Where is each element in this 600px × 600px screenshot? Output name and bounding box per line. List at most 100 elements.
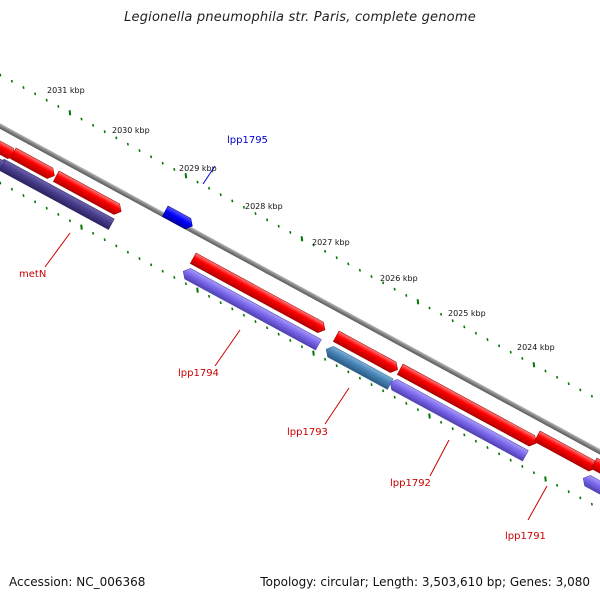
minor-tick	[579, 388, 582, 392]
minor-tick	[463, 433, 466, 437]
minor-tick	[370, 383, 373, 386]
major-tick	[416, 299, 420, 305]
minor-tick	[138, 149, 141, 152]
gene-feature[interactable]	[9, 147, 57, 181]
minor-tick	[486, 446, 489, 449]
tick-label: 2029 kbp	[179, 164, 217, 173]
gene-label-metN[interactable]: metN	[19, 269, 46, 280]
minor-tick	[347, 262, 350, 266]
minor-tick	[150, 263, 153, 267]
minor-tick	[440, 420, 443, 424]
minor-tick	[266, 326, 269, 330]
gene-label-lpp1795[interactable]: lpp1795	[227, 135, 268, 146]
minor-tick	[312, 243, 315, 247]
minor-tick	[231, 199, 234, 203]
gene-feature[interactable]	[323, 344, 394, 390]
minor-tick	[405, 402, 408, 405]
minor-tick	[115, 244, 118, 248]
minor-tick	[103, 130, 106, 134]
minor-tick	[173, 168, 176, 171]
gene-feature[interactable]	[52, 170, 124, 217]
minor-tick	[219, 193, 222, 197]
tick-label: 2025 kbp	[448, 309, 486, 318]
minor-tick	[34, 92, 37, 96]
minor-tick	[451, 319, 454, 323]
minor-tick	[324, 357, 327, 361]
minor-tick	[451, 427, 454, 431]
gene-feature[interactable]	[0, 148, 5, 173]
minor-tick	[440, 312, 443, 316]
minor-tick	[242, 205, 245, 209]
minor-tick	[556, 375, 559, 379]
minor-tick	[231, 307, 234, 311]
minor-tick	[266, 218, 269, 222]
minor-tick	[358, 268, 361, 272]
minor-tick	[382, 389, 385, 393]
gene-feature[interactable]	[387, 377, 529, 462]
minor-tick	[405, 294, 408, 297]
minor-tick	[498, 344, 501, 348]
minor-tick	[45, 98, 48, 102]
gene-feature-lpp1795[interactable]	[161, 205, 195, 231]
minor-tick	[57, 213, 60, 216]
gene-label-lpp1792[interactable]: lpp1792	[390, 478, 431, 489]
minor-tick	[289, 231, 292, 234]
gene-feature[interactable]	[590, 457, 600, 484]
minor-tick	[45, 206, 48, 210]
gene-feature[interactable]	[0, 157, 115, 230]
tick-label: 2030 kbp	[112, 126, 150, 135]
gene-feature[interactable]	[189, 252, 328, 335]
minor-tick	[115, 136, 118, 140]
leader-line	[214, 329, 241, 367]
gene-label-lpp1791[interactable]: lpp1791	[505, 531, 546, 542]
minor-tick	[103, 238, 106, 242]
minor-tick	[208, 186, 211, 190]
minor-tick	[184, 282, 187, 286]
tick-label: 2027 kbp	[312, 238, 350, 247]
minor-tick	[161, 269, 164, 273]
gene-feature[interactable]	[580, 473, 600, 499]
minor-tick	[428, 306, 431, 310]
minor-tick	[416, 408, 419, 412]
minor-tick	[22, 194, 25, 197]
gene-feature[interactable]	[396, 363, 539, 449]
minor-tick	[532, 471, 535, 475]
tick-label: 2028 kbp	[245, 202, 283, 211]
map-title: Legionella pneumophila str. Paris, compl…	[124, 10, 476, 25]
minor-tick	[126, 142, 129, 146]
gene-feature[interactable]	[533, 430, 599, 474]
leader-line	[202, 165, 216, 185]
gene-label-lpp1794[interactable]: lpp1794	[178, 368, 219, 379]
minor-tick	[556, 483, 559, 487]
minor-tick	[463, 325, 466, 329]
tick-label: 2026 kbp	[380, 274, 418, 283]
label-leaders	[44, 165, 548, 521]
minor-tick	[10, 187, 13, 191]
major-tick	[196, 287, 199, 293]
reverse-strand-features	[0, 148, 600, 499]
gene-label-lpp1793[interactable]: lpp1793	[287, 427, 328, 438]
gene-feature[interactable]	[332, 330, 400, 375]
minor-tick	[521, 357, 524, 360]
minor-tick	[150, 155, 153, 159]
minor-tick	[579, 496, 582, 500]
minor-tick	[173, 276, 176, 279]
gene-feature[interactable]	[180, 266, 322, 351]
minor-tick	[80, 117, 83, 121]
major-tick	[312, 350, 315, 356]
minor-tick	[370, 275, 373, 278]
minor-tick	[544, 369, 547, 373]
major-tick	[532, 362, 536, 368]
major-tick	[68, 110, 72, 116]
minor-tick	[254, 212, 257, 215]
minor-tick	[567, 490, 570, 494]
minor-tick	[277, 332, 280, 336]
minor-tick	[335, 364, 338, 368]
minor-tick	[347, 370, 350, 374]
tick-label: 2024 kbp	[517, 343, 555, 352]
minor-tick	[486, 338, 489, 341]
minor-tick	[474, 331, 477, 335]
minor-tick	[92, 123, 95, 127]
leader-line	[44, 232, 71, 268]
minor-tick	[509, 350, 512, 354]
